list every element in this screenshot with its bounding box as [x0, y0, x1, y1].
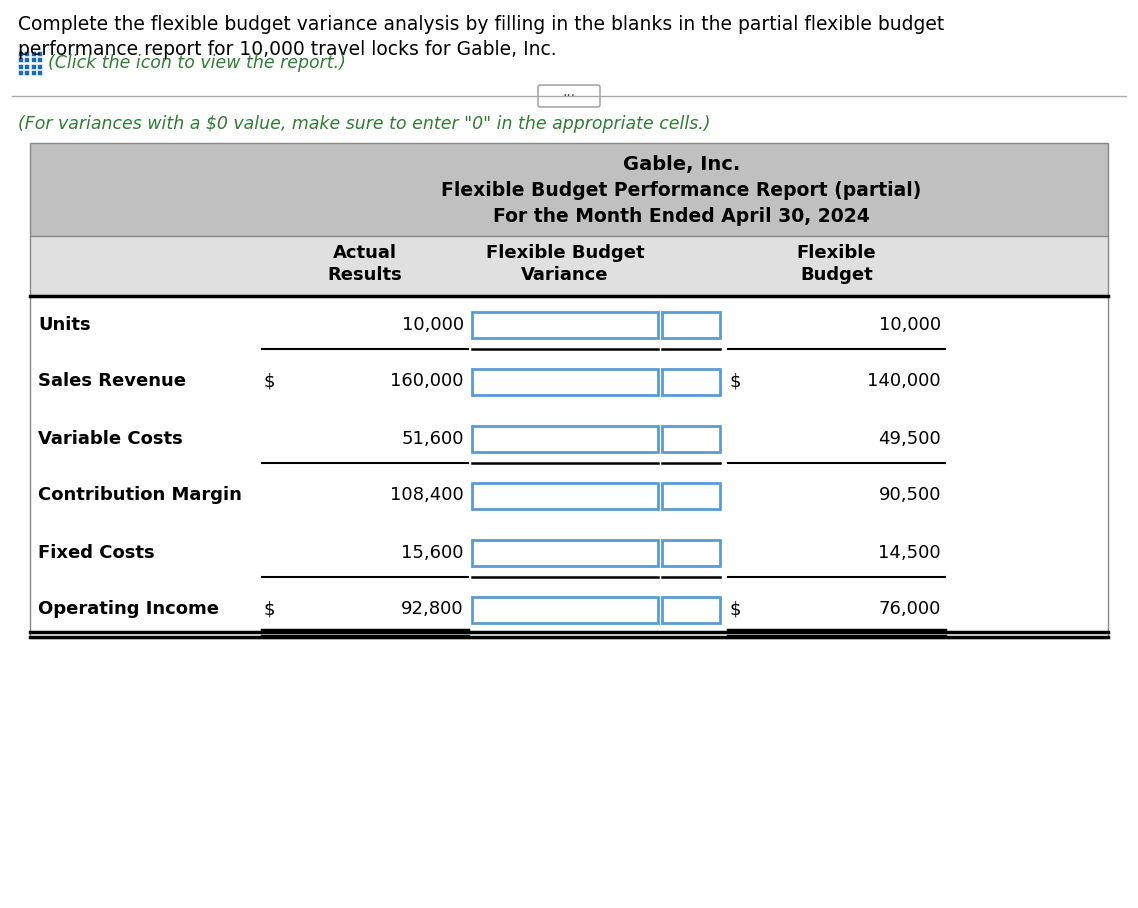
Text: 90,500: 90,500 — [879, 487, 941, 505]
Bar — [472, 369, 658, 394]
Bar — [31, 70, 36, 75]
Text: 160,000: 160,000 — [390, 372, 464, 390]
Text: Sales Revenue: Sales Revenue — [38, 372, 185, 390]
Text: ···: ··· — [562, 89, 576, 103]
Bar — [472, 597, 658, 623]
Bar — [30, 236, 1108, 296]
Text: Variance: Variance — [521, 266, 609, 284]
Bar — [38, 51, 42, 55]
Bar — [25, 70, 30, 75]
Bar — [25, 64, 30, 68]
Text: $: $ — [729, 600, 742, 618]
FancyBboxPatch shape — [538, 85, 600, 107]
Bar — [472, 539, 658, 566]
Bar — [38, 70, 42, 75]
Bar — [25, 57, 30, 62]
Text: Flexible Budget Performance Report (partial): Flexible Budget Performance Report (part… — [442, 181, 922, 200]
Bar — [31, 57, 36, 62]
Text: 10,000: 10,000 — [879, 315, 941, 333]
Text: Complete the flexible budget variance analysis by filling in the blanks in the p: Complete the flexible budget variance an… — [18, 15, 945, 34]
Bar — [472, 482, 658, 508]
Text: Results: Results — [328, 266, 403, 284]
Text: 140,000: 140,000 — [867, 372, 941, 390]
Bar — [18, 57, 23, 62]
Text: Gable, Inc.: Gable, Inc. — [622, 155, 740, 174]
Bar — [18, 51, 23, 55]
Text: 51,600: 51,600 — [402, 429, 464, 448]
Text: Actual: Actual — [333, 244, 397, 262]
Text: Variable Costs: Variable Costs — [38, 429, 183, 448]
Bar — [662, 426, 720, 451]
Bar — [662, 369, 720, 394]
Text: 108,400: 108,400 — [390, 487, 464, 505]
Bar — [662, 597, 720, 623]
Bar — [18, 70, 23, 75]
Text: Fixed Costs: Fixed Costs — [38, 544, 155, 561]
Text: 92,800: 92,800 — [402, 600, 464, 618]
Text: (For variances with a $0 value, make sure to enter "0" in the appropriate cells.: (For variances with a $0 value, make sur… — [18, 115, 710, 133]
Text: 15,600: 15,600 — [402, 544, 464, 561]
Text: performance report for 10,000 travel locks for Gable, Inc.: performance report for 10,000 travel loc… — [18, 40, 556, 59]
Text: Contribution Margin: Contribution Margin — [38, 487, 242, 505]
Bar — [30, 143, 1108, 638]
Bar — [31, 64, 36, 68]
Bar — [472, 311, 658, 338]
Bar — [31, 51, 36, 55]
Text: Operating Income: Operating Income — [38, 600, 218, 618]
Bar — [38, 57, 42, 62]
Text: Flexible Budget: Flexible Budget — [486, 244, 644, 262]
Text: For the Month Ended April 30, 2024: For the Month Ended April 30, 2024 — [493, 207, 869, 226]
Text: Budget: Budget — [800, 266, 873, 284]
Bar — [38, 64, 42, 68]
Text: Units: Units — [38, 315, 91, 333]
Bar — [662, 311, 720, 338]
Text: 49,500: 49,500 — [879, 429, 941, 448]
Text: (Click the icon to view the report.): (Click the icon to view the report.) — [49, 54, 346, 72]
Bar — [662, 539, 720, 566]
Text: $: $ — [729, 372, 742, 390]
Text: $: $ — [264, 600, 275, 618]
Bar — [30, 296, 1108, 638]
Bar — [25, 51, 30, 55]
Bar — [30, 143, 1108, 236]
Text: 76,000: 76,000 — [879, 600, 941, 618]
Bar — [18, 64, 23, 68]
Bar — [472, 426, 658, 451]
Text: 10,000: 10,000 — [402, 315, 464, 333]
Text: 14,500: 14,500 — [879, 544, 941, 561]
Text: $: $ — [264, 372, 275, 390]
Text: Flexible: Flexible — [797, 244, 876, 262]
Bar — [662, 482, 720, 508]
